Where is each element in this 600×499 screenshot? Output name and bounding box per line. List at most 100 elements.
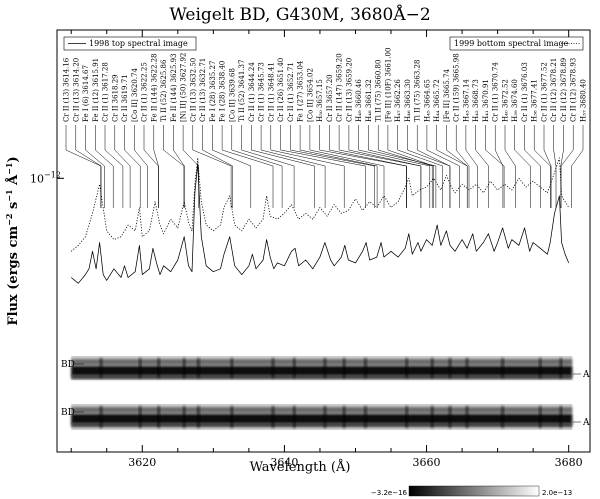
spectral-image-strips: BD A BD A [61, 356, 590, 430]
line-id-leader [426, 125, 460, 208]
line-id-leader [348, 125, 422, 208]
legend-right-box [449, 36, 584, 51]
line-id-leader [241, 125, 295, 208]
line-id-label: Ti II (75) 3663.28 [414, 60, 422, 122]
line-id-label: H₃₉ 3674.60 [511, 79, 519, 122]
line-id-leader [475, 125, 489, 208]
ylabel-mid2: Å [5, 174, 21, 190]
strip-emission-knot [292, 406, 296, 428]
y-tick-base: 10 [30, 172, 44, 185]
line-id-label: H₄₂ 3668.73 [472, 79, 480, 122]
strip-emission-knot [363, 406, 367, 428]
line-id-label: Cr II (1) 3644.24 [248, 62, 256, 122]
legend-right-label: 1999 bottom spectral image [454, 39, 569, 48]
line-id-label: Ti II (75) 3660.80 [375, 60, 383, 122]
strip-emission-knot [448, 358, 452, 378]
y-tick-exponent: −12 [44, 170, 61, 179]
line-id-label: Cr II (26) 3651.40 [277, 58, 285, 122]
legend-left-box [63, 36, 197, 51]
line-id-leader [504, 125, 516, 208]
line-id-leader [212, 125, 252, 208]
line-id-label: Ti II (52) 3625.86 [160, 59, 168, 122]
strip-label-bd: BD [61, 360, 75, 370]
line-id-label: [Co II] 3654.02 [306, 68, 314, 122]
strip-emission-knot [323, 406, 327, 428]
line-id-leader [560, 125, 564, 208]
strip-emission-knot [157, 406, 161, 428]
line-id-label: H₄₇ 3662.26 [394, 79, 402, 122]
ylabel-exp2: −1 [4, 189, 14, 201]
strip-emission-knot [538, 406, 542, 428]
x-tick-label: 3680 [555, 456, 583, 469]
line-id-leader [231, 125, 283, 208]
series-line-1999 [70, 157, 570, 252]
line-id-leader [299, 125, 378, 208]
strip-label-a: A [582, 418, 590, 428]
x-tick-label: 3620 [128, 456, 156, 469]
strip-emission-knot [448, 406, 452, 428]
line-id-leader [163, 125, 185, 208]
line-id-leader [75, 125, 102, 208]
line-id-label: Cr II (12) 3678.21 [550, 58, 558, 122]
line-id-label: Cr II 3618.29 [111, 74, 119, 122]
ylabel-exp1: −2 [4, 214, 14, 226]
line-id-leader [524, 125, 541, 208]
strip-emission-knot [99, 406, 103, 428]
line-id-label: H₄₈ 3661.32 [365, 79, 373, 122]
colorbar: −3.2e−16 2.0e−13 [371, 485, 572, 497]
strip-emission-knot [501, 358, 505, 378]
ylabel-mid1: s [6, 202, 21, 214]
line-id-leader [387, 125, 434, 208]
x-axis-label: Wavelength (Å) [250, 459, 351, 475]
colorbar-gradient [408, 485, 540, 497]
strip-emission-knot [430, 406, 434, 428]
strip-emission-knot [363, 358, 367, 378]
line-id-leader [358, 125, 431, 208]
line-id-leader [124, 125, 141, 208]
series-line-1998 [70, 163, 570, 284]
line-id-leader [173, 125, 185, 208]
line-id-leader [134, 125, 148, 208]
line-id-leader [571, 125, 584, 208]
line-id-label: Cr II (13) 3632.71 [199, 58, 207, 122]
line-id-label: Fe II (144) 3625.93 [170, 53, 178, 122]
line-id-leader [251, 125, 315, 208]
line-id-leader [465, 125, 478, 208]
line-id-label: H₄₄ 3665.72 [433, 79, 441, 122]
line-id-leader [280, 125, 366, 208]
line-id-label: Cr II (159) 3665.98 [453, 53, 461, 122]
strip-emission-knot [405, 358, 409, 378]
line-id-leader [95, 125, 114, 208]
colorbar-max-label: 2.0e−13 [542, 489, 572, 497]
strip-emission-knot [230, 406, 234, 428]
strip-emission-knot [182, 358, 186, 378]
strip-emission-knot [465, 358, 469, 378]
line-id-label: H₄₃ 3667.14 [462, 79, 470, 122]
line-id-leader [182, 125, 199, 208]
line-id-label: Cr II (13) 3659.20 [345, 58, 353, 122]
line-id-label: Cr II (1) 3652.71 [287, 62, 295, 122]
x-tick-label: 3640 [270, 456, 298, 469]
line-id-label: Cr II (13) 3614.16 [63, 57, 71, 122]
strip-upper-band [71, 407, 573, 413]
line-id-label: [Fe II] (10F) 3661.00 [384, 48, 392, 122]
strip-emission-knot [271, 358, 275, 378]
line-id-leader [514, 125, 531, 208]
line-id-leader [153, 125, 159, 208]
strip-emission-knot [538, 358, 542, 378]
line-id-leader [309, 125, 385, 208]
line-id-leader [85, 125, 105, 208]
line-id-label: Fe II (144) 3622.28 [150, 53, 158, 122]
strip-lower-band [71, 423, 573, 427]
strip-emission-knot [157, 358, 161, 378]
line-id-label: Cr II (1) 3645.73 [258, 62, 266, 122]
line-id-label: H₃₈ 3677.41 [531, 79, 539, 122]
strip-emission-knot [99, 358, 103, 378]
x-axis: 3620 3640 3660 3680 [70, 30, 583, 469]
line-id-leader [397, 125, 443, 208]
line-id-label: Cr II 3619.71 [121, 74, 129, 122]
line-id-label: Cr II (1) 3622.25 [141, 62, 149, 122]
strip-label-bd: BD [61, 408, 75, 418]
strip-emission-knot [559, 406, 563, 428]
